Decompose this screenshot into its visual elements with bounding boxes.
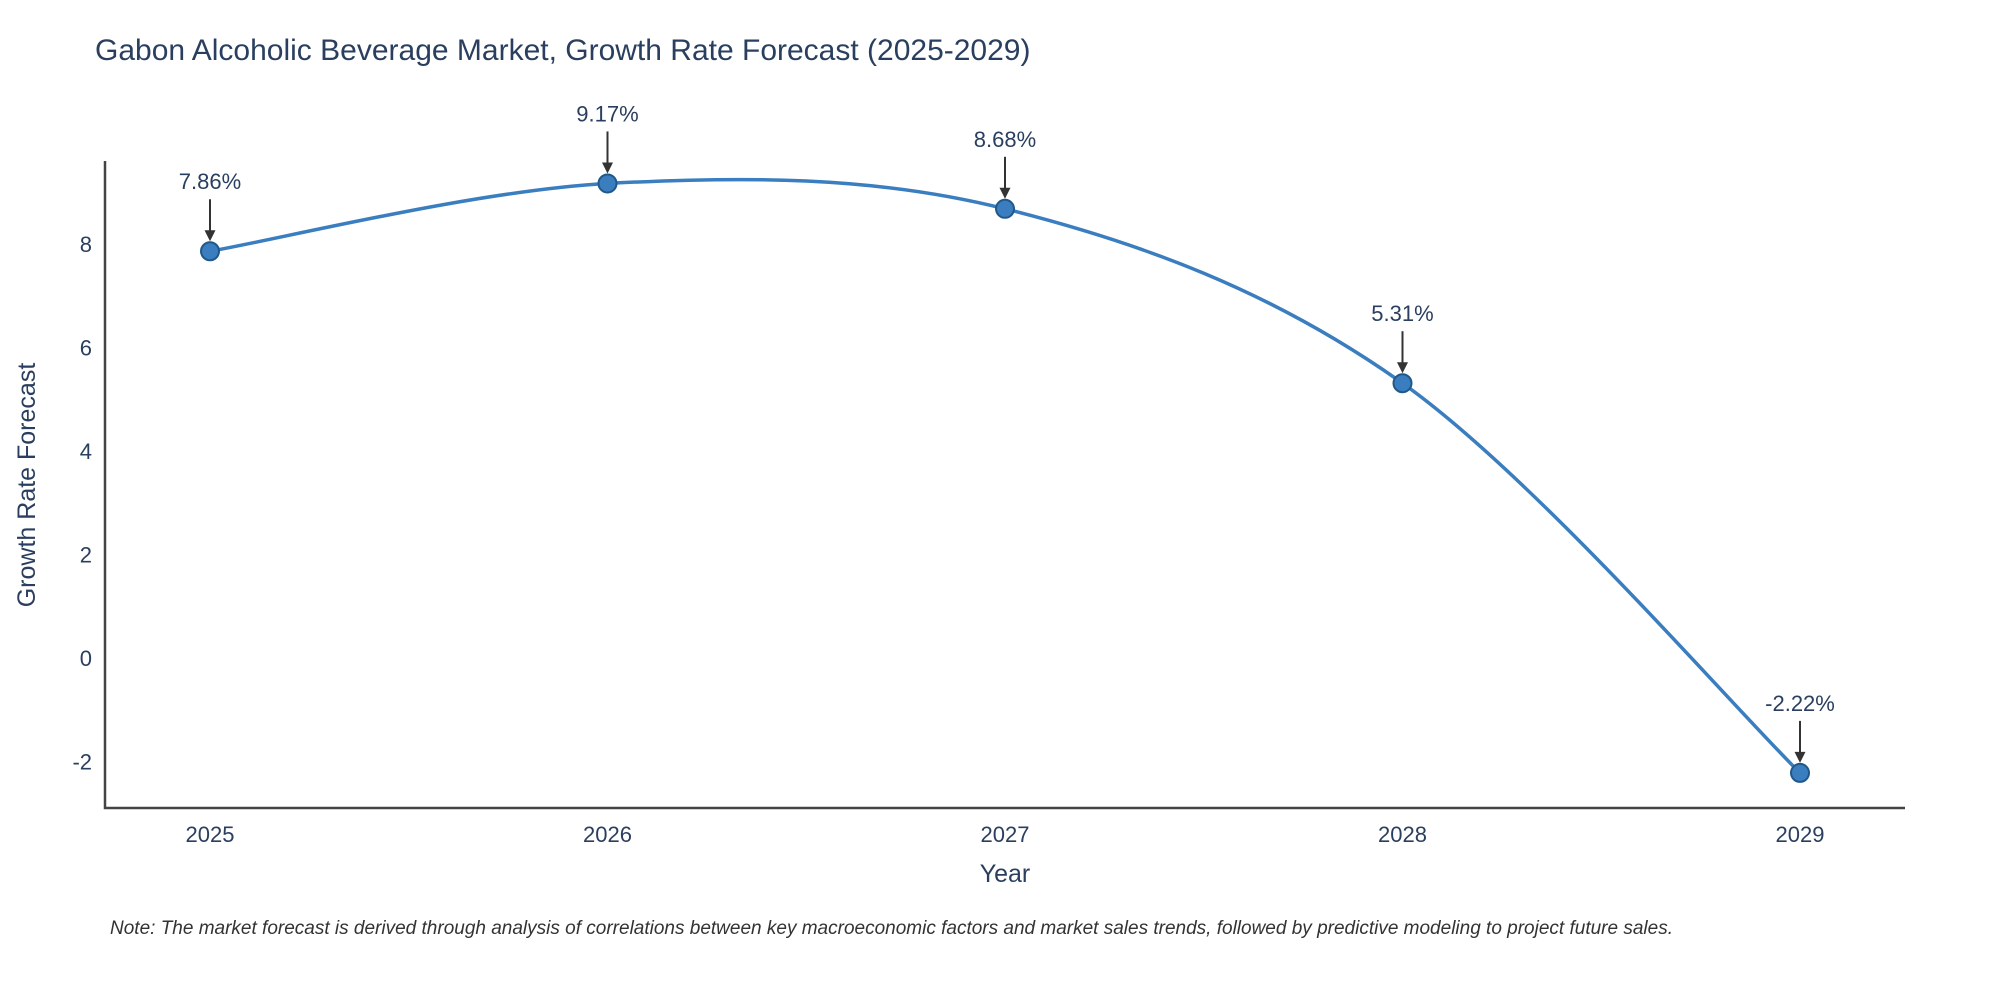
point-label: 9.17% bbox=[576, 101, 638, 126]
chart-title: Gabon Alcoholic Beverage Market, Growth … bbox=[95, 34, 1031, 67]
y-tick-label: -2 bbox=[72, 750, 92, 775]
data-point bbox=[200, 241, 220, 262]
series-line bbox=[208, 177, 1802, 775]
point-label: -2.22% bbox=[1765, 691, 1835, 716]
y-tick-label: 4 bbox=[80, 439, 92, 464]
y-tick-label: 6 bbox=[80, 336, 92, 361]
x-tick-label: 2026 bbox=[583, 822, 632, 847]
axis-lines bbox=[103, 161, 1905, 810]
annotation-arrowhead bbox=[204, 230, 216, 242]
x-tick-label: 2027 bbox=[981, 822, 1030, 847]
annotation-arrowhead bbox=[1794, 751, 1806, 763]
data-point bbox=[995, 198, 1015, 219]
annotation-arrowhead bbox=[999, 187, 1011, 199]
x-tick-label: 2029 bbox=[1776, 822, 1825, 847]
y-tick-label: 8 bbox=[80, 232, 92, 257]
footnote: Note: The market forecast is derived thr… bbox=[110, 918, 1673, 939]
point-label: 8.68% bbox=[974, 127, 1036, 152]
x-axis-title: Year bbox=[979, 860, 1031, 888]
point-label: 5.31% bbox=[1371, 301, 1433, 326]
y-tick-label: 0 bbox=[80, 646, 92, 671]
y-axis-title: Growth Rate Forecast bbox=[13, 362, 41, 608]
annotation-arrowhead bbox=[1397, 362, 1408, 374]
x-tick-label: 2025 bbox=[186, 822, 235, 847]
point-label: 7.86% bbox=[179, 169, 241, 194]
data-point bbox=[597, 173, 618, 194]
annotation-arrowhead bbox=[602, 162, 613, 174]
data-point bbox=[1392, 373, 1413, 394]
data-point bbox=[1790, 762, 1810, 783]
y-tick-label: 2 bbox=[80, 543, 92, 568]
x-tick-label: 2028 bbox=[1378, 822, 1427, 847]
